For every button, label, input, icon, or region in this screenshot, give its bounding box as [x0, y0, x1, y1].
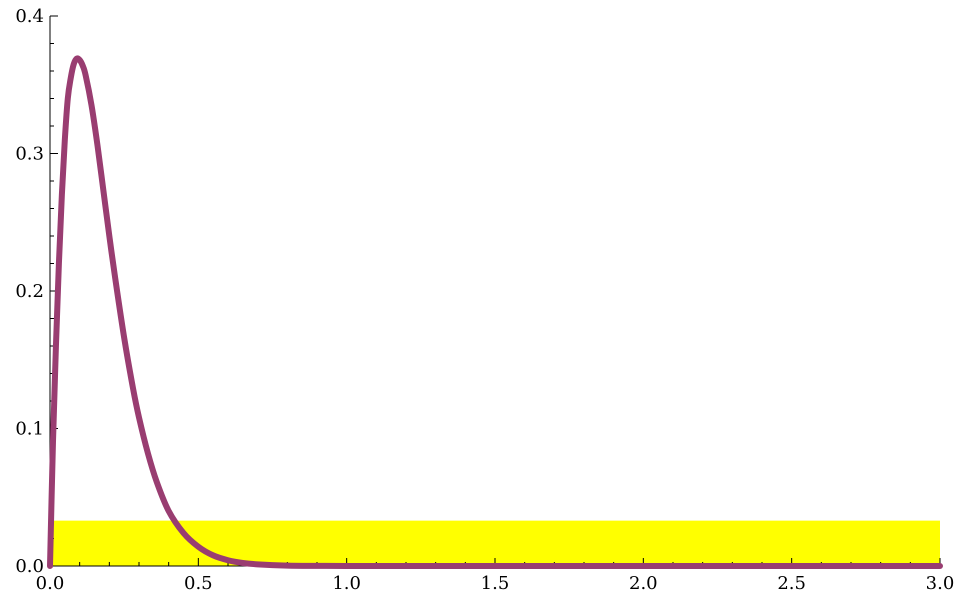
y-tick-label: 0.3	[15, 144, 44, 165]
y-tick-label: 0.4	[15, 6, 44, 27]
x-tick-label: 1.0	[332, 573, 361, 594]
y-tick-label: 0.0	[15, 556, 44, 577]
y-tick-label: 0.2	[15, 281, 44, 302]
axes: 0.0 0.5 1.0 1.5 2.0 2.5 3.0 0.0 0.1 0.2 0.3 0.4	[15, 6, 954, 594]
x-tick-label: 3.0	[926, 573, 955, 594]
x-tick-label: 1.5	[481, 573, 510, 594]
x-tick-label: 2.0	[629, 573, 658, 594]
series-layer	[47, 55, 943, 570]
x-tick-label: 2.5	[777, 573, 806, 594]
x-tick-label: 0.0	[36, 573, 65, 594]
x-tick-label: 0.5	[184, 573, 213, 594]
y-tick-label: 0.1	[15, 419, 44, 440]
series-line	[47, 55, 943, 570]
